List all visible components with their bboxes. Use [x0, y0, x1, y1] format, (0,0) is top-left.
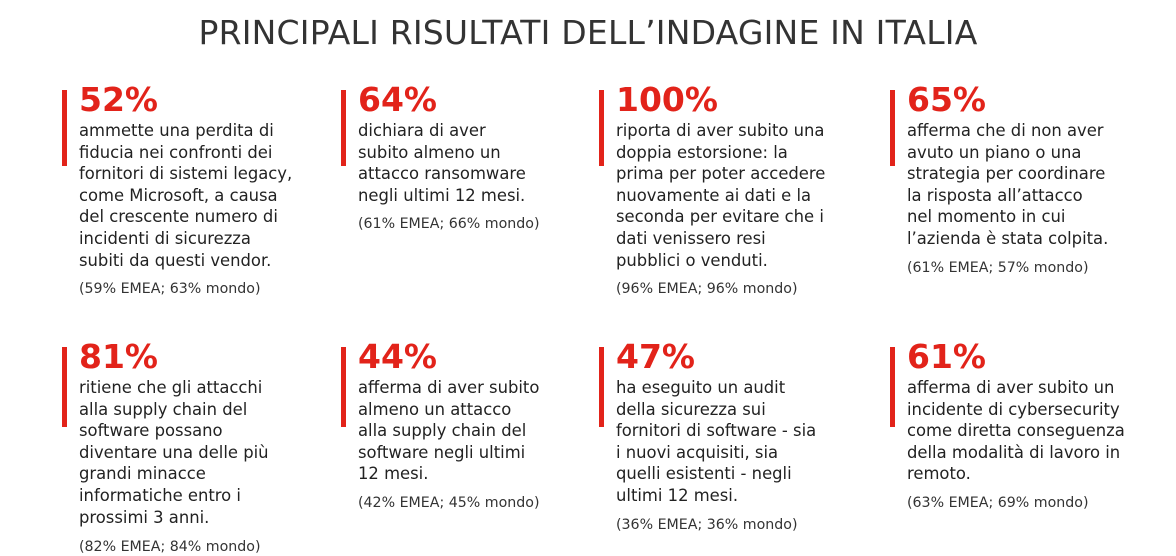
- stat-comparison: (61% EMEA; 57% mondo): [907, 260, 1089, 276]
- accent-bar: [890, 347, 895, 427]
- stat-percent: 52%: [79, 80, 158, 119]
- stat-comparison: (63% EMEA; 69% mondo): [907, 495, 1089, 511]
- stat-description: dichiara di aver subito almeno un attacc…: [358, 121, 526, 205]
- stat-percent: 44%: [358, 337, 437, 376]
- stat-card: 61% afferma di aver subito un incidente …: [890, 339, 1150, 517]
- stat-description: riporta di aver subito una doppia estors…: [616, 121, 826, 270]
- stat-description: ha eseguito un audit della sicurezza sui…: [616, 378, 817, 505]
- stat-percent: 65%: [907, 80, 986, 119]
- stat-comparison: (61% EMEA; 66% mondo): [358, 216, 540, 232]
- stat-comparison: (36% EMEA; 36% mondo): [616, 517, 798, 533]
- stat-comparison: (42% EMEA; 45% mondo): [358, 495, 540, 511]
- stat-percent: 81%: [79, 337, 158, 376]
- stat-description: ritiene che gli attacchi alla supply cha…: [79, 378, 269, 527]
- accent-bar: [62, 347, 67, 427]
- stat-card: 100% riporta di aver subito una doppia e…: [599, 82, 859, 300]
- page-title: PRINCIPALI RISULTATI DELL’INDAGINE IN IT…: [198, 13, 978, 52]
- stat-card: 81% ritiene che gli attacchi alla supply…: [62, 339, 322, 555]
- stat-card: 64% dichiara di aver subito almeno un at…: [341, 82, 601, 240]
- stat-card: 44% afferma di aver subito almeno un att…: [341, 339, 601, 517]
- stat-percent: 61%: [907, 337, 986, 376]
- stat-description: ammette una perdita di fiducia nei confr…: [79, 121, 293, 270]
- accent-bar: [341, 347, 346, 427]
- stat-percent: 100%: [616, 80, 718, 119]
- accent-bar: [62, 90, 67, 166]
- stat-percent: 47%: [616, 337, 695, 376]
- accent-bar: [341, 90, 346, 166]
- stat-comparison: (96% EMEA; 96% mondo): [616, 281, 798, 297]
- stat-card: 47% ha eseguito un audit della sicurezza…: [599, 339, 859, 537]
- stat-description: afferma di aver subito almeno un attacco…: [358, 378, 540, 484]
- stat-percent: 64%: [358, 80, 437, 119]
- accent-bar: [599, 90, 604, 166]
- accent-bar: [599, 347, 604, 427]
- stat-comparison: (82% EMEA; 84% mondo): [79, 539, 261, 555]
- stat-card: 52% ammette una perdita di fiducia nei c…: [62, 82, 322, 300]
- stat-comparison: (59% EMEA; 63% mondo): [79, 281, 261, 297]
- stat-card: 65% afferma che di non aver avuto un pia…: [890, 82, 1150, 280]
- accent-bar: [890, 90, 895, 166]
- stat-description: afferma che di non aver avuto un piano o…: [907, 121, 1109, 248]
- stat-description: afferma di aver subito un incidente di c…: [907, 378, 1125, 484]
